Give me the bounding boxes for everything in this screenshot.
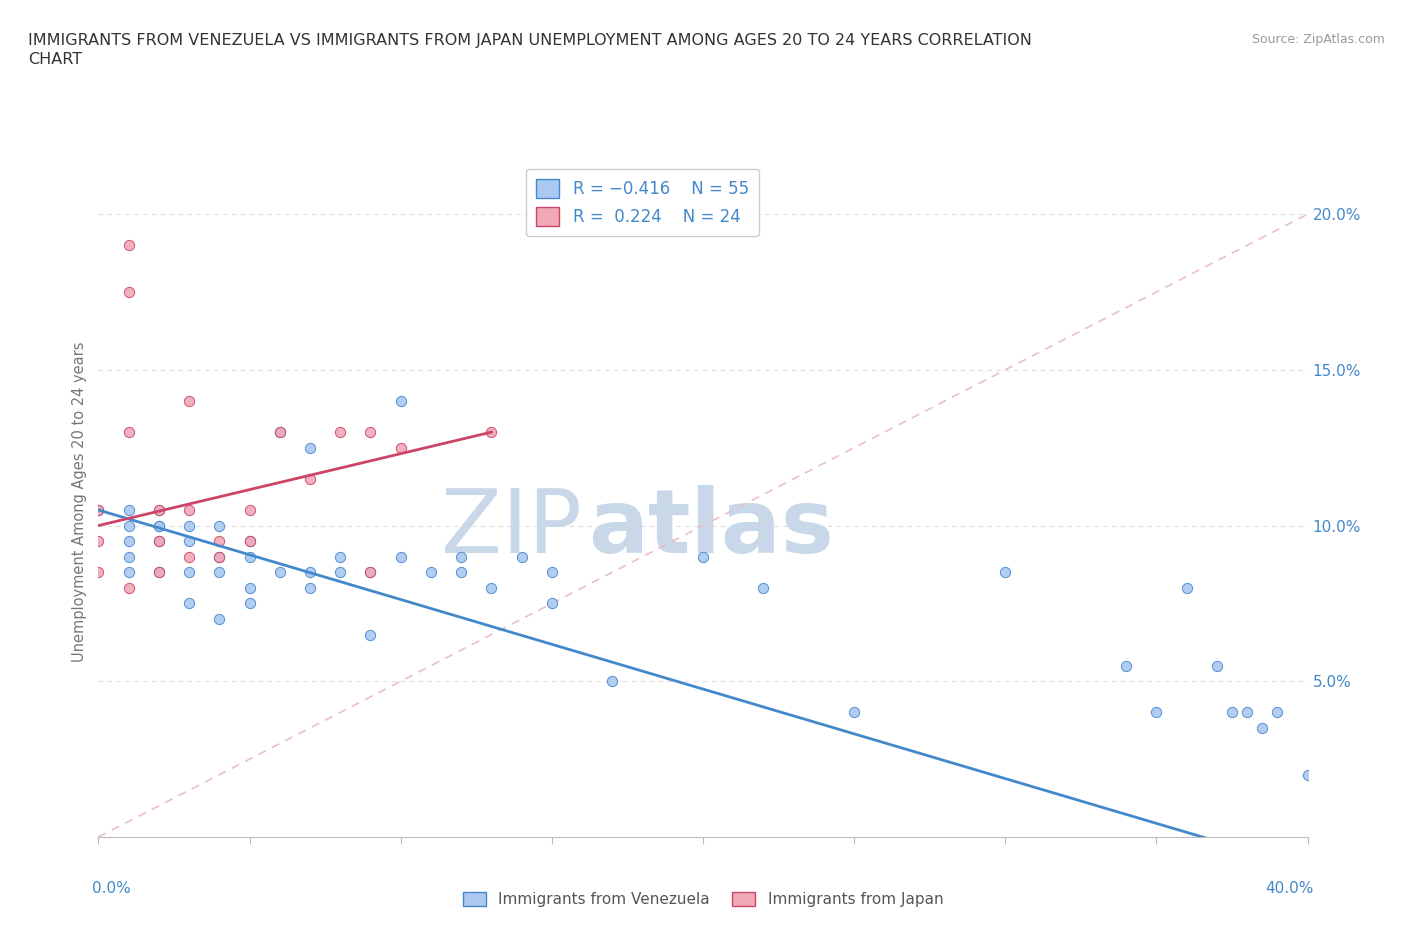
Text: atlas: atlas (588, 485, 834, 573)
Point (148, 534, 170, 549)
Point (239, 550, 262, 565)
Point (118, 580, 141, 595)
Point (1206, 658, 1229, 673)
Text: IMMIGRANTS FROM VENEZUELA VS IMMIGRANTS FROM JAPAN UNEMPLOYMENT AMONG AGES 20 TO: IMMIGRANTS FROM VENEZUELA VS IMMIGRANTS … (28, 33, 1032, 67)
Point (1251, 721, 1274, 736)
Point (177, 518, 201, 533)
Point (118, 565, 141, 579)
Point (329, 425, 352, 440)
Point (239, 580, 262, 595)
Point (118, 518, 141, 533)
Point (87, 565, 110, 579)
Point (208, 518, 231, 533)
Point (148, 518, 170, 533)
Point (208, 550, 231, 565)
Point (1115, 658, 1137, 673)
Point (510, 550, 533, 565)
Text: Source: ZipAtlas.com: Source: ZipAtlas.com (1251, 33, 1385, 46)
Point (148, 518, 170, 533)
Point (208, 612, 231, 627)
Text: 40.0%: 40.0% (1265, 881, 1313, 896)
Text: ZIP: ZIP (441, 485, 582, 573)
Point (148, 565, 170, 579)
Point (299, 580, 322, 595)
Point (389, 393, 412, 408)
Point (299, 440, 322, 455)
Point (148, 502, 170, 517)
Point (239, 534, 262, 549)
Point (299, 565, 322, 579)
Point (1296, 767, 1319, 782)
Point (994, 565, 1017, 579)
Point (360, 565, 382, 579)
Point (87, 502, 110, 517)
Point (540, 596, 562, 611)
Point (177, 550, 201, 565)
Point (239, 596, 262, 611)
Point (1236, 705, 1258, 720)
Point (360, 627, 382, 642)
Point (269, 565, 291, 579)
Point (540, 565, 562, 579)
Legend: R = −0.416    N = 55, R =  0.224    N = 24: R = −0.416 N = 55, R = 0.224 N = 24 (526, 169, 759, 236)
Point (118, 425, 141, 440)
Point (87, 534, 110, 549)
Point (148, 534, 170, 549)
Point (177, 534, 201, 549)
Point (329, 565, 352, 579)
Point (148, 502, 170, 517)
Legend: Immigrants from Venezuela, Immigrants from Japan: Immigrants from Venezuela, Immigrants fr… (457, 885, 949, 913)
Point (1175, 580, 1198, 595)
Point (269, 425, 291, 440)
Point (389, 550, 412, 565)
Point (177, 393, 201, 408)
Point (177, 565, 201, 579)
Point (692, 550, 714, 565)
Point (602, 674, 624, 689)
Point (177, 502, 201, 517)
Point (239, 502, 262, 517)
Point (1144, 705, 1167, 720)
Point (118, 238, 141, 253)
Point (118, 550, 141, 565)
Point (752, 580, 775, 595)
Point (118, 285, 141, 299)
Point (419, 565, 441, 579)
Point (299, 472, 322, 486)
Point (269, 425, 291, 440)
Point (208, 565, 231, 579)
Point (389, 440, 412, 455)
Point (360, 565, 382, 579)
Point (844, 705, 866, 720)
Point (87, 502, 110, 517)
Point (450, 565, 472, 579)
Point (208, 534, 231, 549)
Point (481, 425, 503, 440)
Point (1265, 705, 1288, 720)
Point (360, 425, 382, 440)
Point (148, 565, 170, 579)
Point (239, 534, 262, 549)
Point (118, 534, 141, 549)
Point (118, 502, 141, 517)
Point (177, 596, 201, 611)
Point (208, 550, 231, 565)
Point (481, 580, 503, 595)
Y-axis label: Unemployment Among Ages 20 to 24 years: Unemployment Among Ages 20 to 24 years (72, 342, 87, 662)
Point (1220, 705, 1243, 720)
Point (450, 550, 472, 565)
Text: 0.0%: 0.0% (93, 881, 131, 896)
Point (329, 550, 352, 565)
